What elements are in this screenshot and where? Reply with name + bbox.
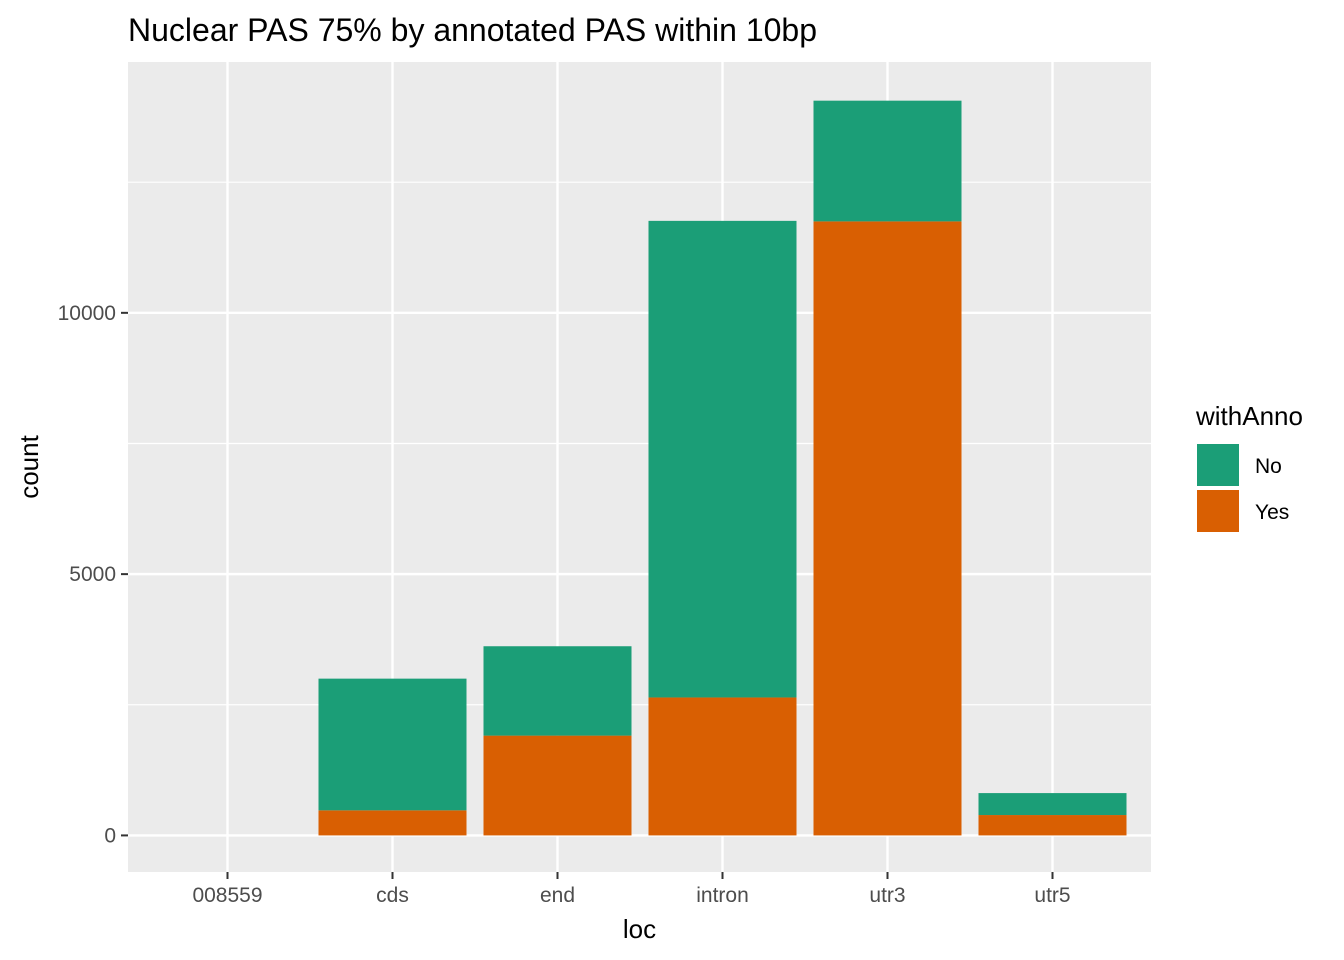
- y-axis-title: count: [14, 434, 44, 498]
- bar-utr5-no: [978, 793, 1127, 816]
- bar-utr5-yes: [978, 815, 1127, 836]
- bar-end-yes: [483, 735, 632, 836]
- x-tick-label: utr5: [1034, 884, 1070, 907]
- legend: withAnno No Yes: [1195, 401, 1303, 532]
- legend-title: withAnno: [1195, 401, 1303, 431]
- bar-end-no: [483, 646, 632, 736]
- bar-utr3-yes: [813, 221, 962, 836]
- y-tick-label: 0: [104, 824, 116, 847]
- axes: 0 5000 10000 008559 cds end intron utr3 utr5: [58, 302, 1071, 907]
- x-tick-label: end: [540, 884, 575, 907]
- plot-panel: [128, 62, 1151, 872]
- bar-utr3-no: [813, 100, 962, 222]
- legend-key-no: [1197, 444, 1239, 486]
- bar-intron-yes: [648, 697, 797, 836]
- x-tick-label: utr3: [869, 884, 905, 907]
- legend-label-yes: Yes: [1255, 501, 1289, 524]
- bar-cds-yes: [318, 810, 467, 836]
- bar-cds-no: [318, 678, 467, 811]
- bar-intron-no: [648, 220, 797, 698]
- x-tick-label: intron: [696, 884, 749, 907]
- y-tick-label: 5000: [69, 563, 116, 586]
- y-tick-label: 10000: [58, 302, 116, 325]
- chart-title: Nuclear PAS 75% by annotated PAS within …: [128, 12, 817, 48]
- x-axis-title: loc: [623, 914, 656, 944]
- bars: [318, 100, 1127, 836]
- legend-label-no: No: [1255, 455, 1282, 478]
- legend-key-yes: [1197, 490, 1239, 532]
- x-tick-label: cds: [376, 884, 409, 907]
- x-tick-label: 008559: [192, 884, 262, 907]
